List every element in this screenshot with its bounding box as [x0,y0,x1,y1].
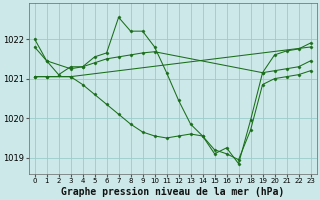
X-axis label: Graphe pression niveau de la mer (hPa): Graphe pression niveau de la mer (hPa) [61,186,284,197]
